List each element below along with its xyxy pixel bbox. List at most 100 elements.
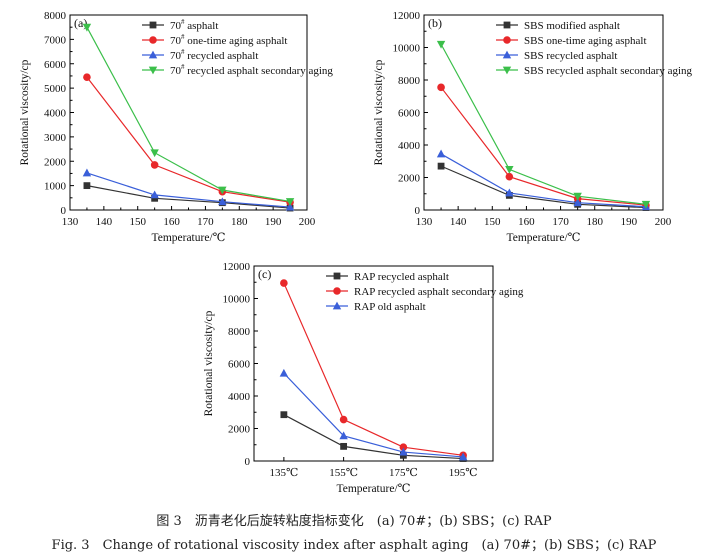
legend-swatch-marker: [503, 36, 511, 44]
data-point: [280, 279, 288, 287]
y-tick-label: 8000: [44, 10, 67, 22]
data-point: [280, 411, 288, 419]
panel-label: (c): [258, 267, 271, 281]
legend-swatch-marker: [332, 301, 342, 310]
y-tick-label: 0: [415, 205, 421, 217]
data-point: [218, 186, 227, 195]
y-tick-label: 3000: [44, 132, 67, 144]
x-tick-label: 155℃: [329, 467, 358, 479]
data-point: [83, 182, 91, 190]
x-tick-label: 140: [450, 216, 467, 228]
data-point: [436, 149, 446, 158]
data-point: [339, 415, 348, 424]
y-tick-label: 1000: [44, 181, 67, 193]
legend-swatch-marker: [148, 50, 158, 59]
x-tick-label: 180: [231, 216, 248, 228]
data-point: [458, 452, 468, 461]
y-tick-label: 6000: [228, 359, 251, 371]
data-point: [279, 368, 289, 377]
chart-panel: 0 1000 2000 3000 4000 5000 6000 7000 8000 130 140 1…: [19, 10, 333, 244]
series-line: [86, 172, 291, 208]
legend-swatch-marker: [148, 66, 158, 75]
legend-entry-label: 70# one-time aging asphalt: [170, 33, 287, 47]
x-tick-label: 150: [484, 216, 501, 228]
data-point: [573, 192, 582, 201]
x-tick-label: 175℃: [389, 467, 418, 479]
figure-caption-chinese: 图 3 沥青老化后旋转粘度指标变化 (a) 70#；(b) SBS；(c) RA…: [156, 514, 552, 529]
y-tick-label: 12000: [223, 261, 251, 273]
data-point: [399, 447, 408, 456]
y-tick-label: 4000: [44, 108, 67, 120]
y-tick-label: 6000: [398, 108, 421, 120]
x-tick-label: 190: [621, 216, 638, 228]
y-tick-label: 0: [245, 456, 251, 468]
x-tick-label: 140: [96, 216, 113, 228]
data-point: [82, 168, 92, 177]
x-axis-label: Temperature/℃: [152, 232, 226, 244]
y-axis-label: Rotational viscosity/cp: [203, 310, 215, 416]
data-point: [218, 197, 227, 206]
series-line: [440, 165, 646, 209]
series-line: [86, 185, 291, 209]
y-tick-label: 10000: [393, 43, 421, 55]
data-point: [150, 190, 159, 199]
series-line: [283, 414, 464, 460]
y-tick-label: 6000: [44, 59, 67, 71]
series-line: [440, 153, 646, 208]
series-line: [440, 86, 646, 206]
x-tick-label: 135℃: [269, 467, 298, 479]
x-tick-label: 200: [299, 216, 316, 228]
data-point: [150, 161, 159, 169]
data-point: [437, 83, 445, 92]
legend-entry-label: 70# recycled asphalt: [170, 48, 258, 62]
legend-entry-label: RAP recycled asphalt secondary aging: [354, 286, 524, 298]
data-point: [340, 442, 348, 450]
legend-entry-label: RAP old asphalt: [354, 301, 426, 313]
y-tick-label: 4000: [398, 140, 421, 152]
x-tick-label: 180: [586, 216, 603, 228]
series-line: [86, 76, 291, 203]
figure-caption-english: Fig. 3 Change of rotational viscosity in…: [51, 538, 657, 553]
y-axis-label: Rotational viscosity/cp: [19, 59, 31, 165]
x-tick-label: 200: [655, 216, 672, 228]
legend-swatch-marker: [149, 21, 157, 29]
x-tick-label: 130: [62, 216, 79, 228]
y-tick-label: 2000: [44, 156, 67, 168]
x-axis-label: Temperature/℃: [337, 483, 411, 495]
data-point: [285, 202, 295, 211]
legend-swatch-marker: [502, 66, 512, 75]
y-tick-label: 4000: [228, 391, 251, 403]
legend-entry-label: SBS recycled asphalt: [524, 50, 617, 62]
y-tick-label: 2000: [228, 424, 251, 436]
y-tick-label: 5000: [44, 83, 67, 95]
legend-swatch-marker: [333, 272, 341, 280]
y-tick-label: 12000: [393, 10, 421, 22]
x-tick-label: 195℃: [449, 467, 478, 479]
y-axis-label: Rotational viscosity/cp: [373, 59, 385, 165]
x-tick-label: 170: [197, 216, 214, 228]
legend-swatch-marker: [333, 287, 341, 295]
data-point: [573, 198, 582, 207]
legend-entry-label: SBS one-time aging asphalt: [524, 35, 647, 47]
legend-swatch-marker: [502, 50, 512, 59]
x-tick-label: 150: [129, 216, 146, 228]
y-tick-label: 10000: [223, 294, 251, 306]
legend-entry-label: SBS modified asphalt: [524, 20, 620, 32]
data-point: [399, 443, 408, 451]
legend-entry-label: RAP recycled asphalt: [354, 271, 449, 283]
y-tick-label: 8000: [398, 75, 421, 87]
chart-panel: 0 2000 4000 6000 8000 10000 12000 130 140 150 160 1…: [373, 10, 693, 244]
x-tick-label: 130: [416, 216, 433, 228]
panel-label: (a): [74, 16, 87, 30]
y-tick-label: 8000: [228, 326, 251, 338]
x-axis-label: Temperature/℃: [507, 232, 581, 244]
data-point: [82, 23, 92, 32]
data-point: [150, 149, 159, 158]
x-tick-label: 190: [265, 216, 282, 228]
data-point: [436, 40, 446, 49]
series-line: [440, 43, 646, 205]
data-point: [83, 73, 91, 81]
x-tick-label: 160: [518, 216, 535, 228]
data-point: [505, 188, 514, 197]
y-tick-label: 0: [61, 205, 67, 217]
